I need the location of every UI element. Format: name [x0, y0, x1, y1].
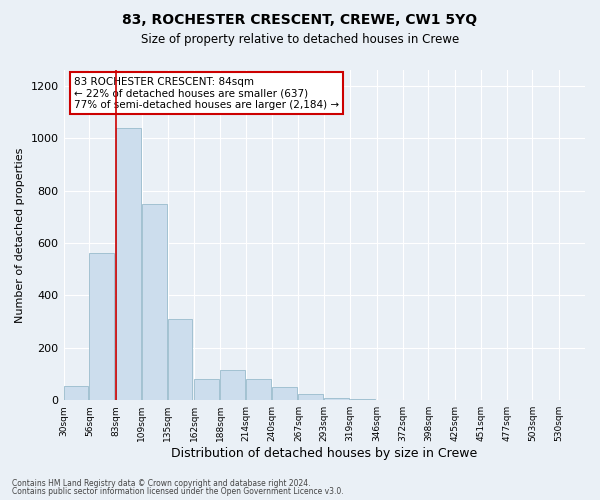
- Bar: [220, 370, 245, 400]
- Text: Contains HM Land Registry data © Crown copyright and database right 2024.: Contains HM Land Registry data © Crown c…: [12, 478, 311, 488]
- Bar: [324, 398, 349, 400]
- Y-axis label: Number of detached properties: Number of detached properties: [15, 148, 25, 323]
- Bar: [298, 394, 323, 400]
- Bar: [116, 128, 141, 400]
- Bar: [246, 379, 271, 400]
- Bar: [89, 254, 114, 400]
- Bar: [167, 319, 193, 400]
- Bar: [272, 387, 296, 400]
- Bar: [350, 399, 375, 400]
- X-axis label: Distribution of detached houses by size in Crewe: Distribution of detached houses by size …: [171, 447, 478, 460]
- Text: 83, ROCHESTER CRESCENT, CREWE, CW1 5YQ: 83, ROCHESTER CRESCENT, CREWE, CW1 5YQ: [122, 12, 478, 26]
- Text: Size of property relative to detached houses in Crewe: Size of property relative to detached ho…: [141, 32, 459, 46]
- Bar: [142, 204, 167, 400]
- Text: 83 ROCHESTER CRESCENT: 84sqm
← 22% of detached houses are smaller (637)
77% of s: 83 ROCHESTER CRESCENT: 84sqm ← 22% of de…: [74, 76, 339, 110]
- Text: Contains public sector information licensed under the Open Government Licence v3: Contains public sector information licen…: [12, 487, 344, 496]
- Bar: [64, 386, 88, 400]
- Bar: [194, 379, 219, 400]
